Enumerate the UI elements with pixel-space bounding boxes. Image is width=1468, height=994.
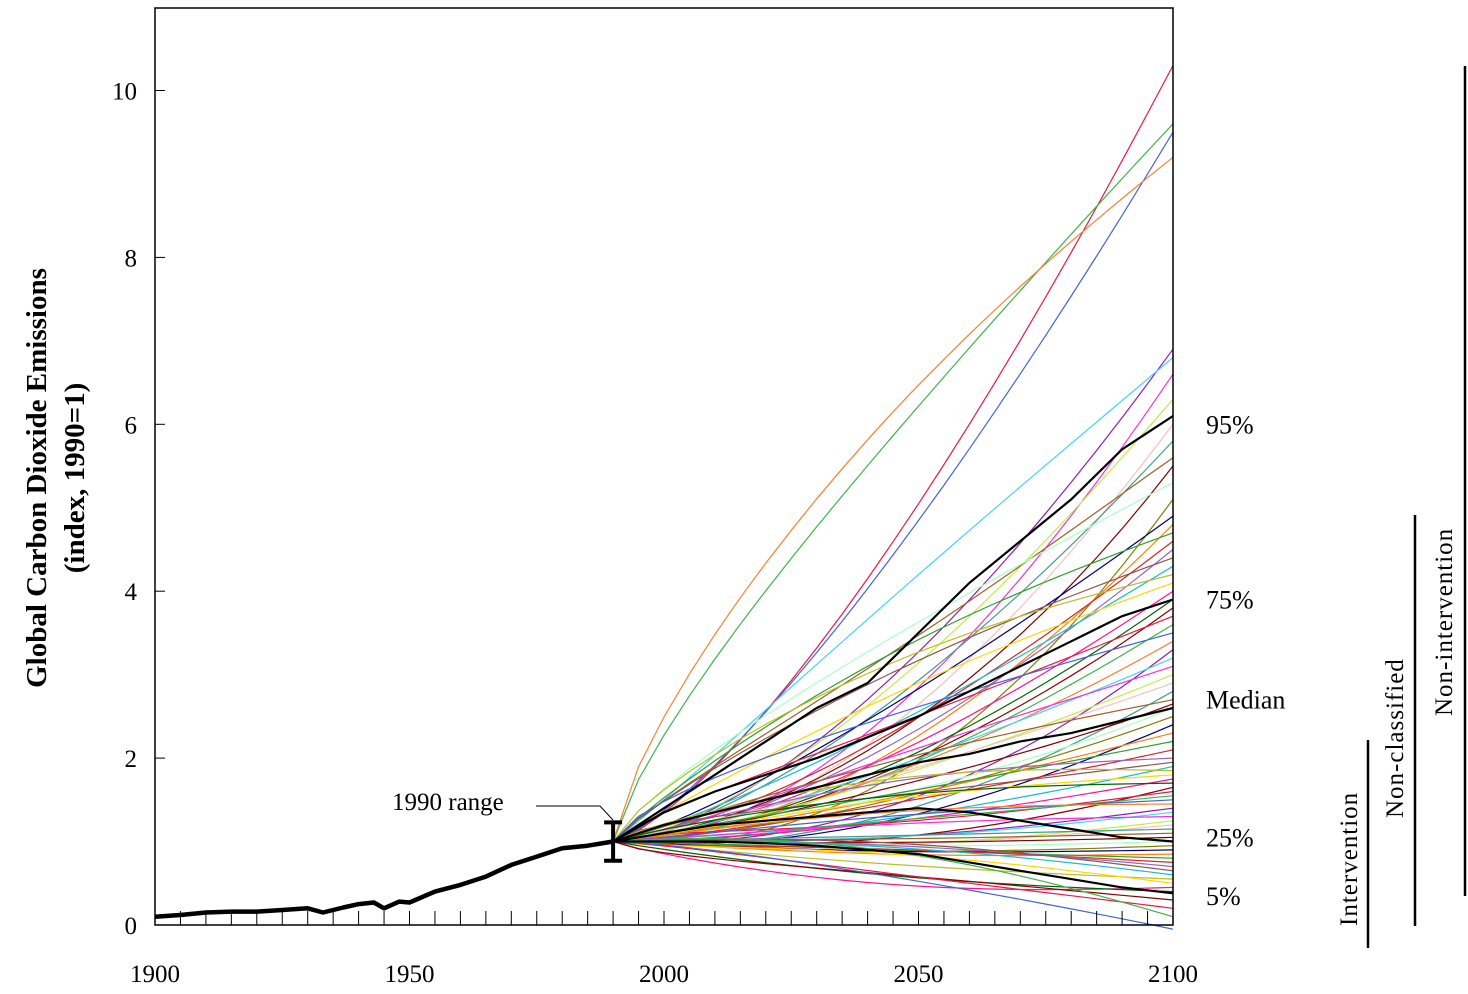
- scenario-line: [612, 457, 1174, 842]
- percentile-curve: [612, 807, 1174, 843]
- scenario-line: [612, 757, 1174, 843]
- scenario-line: [612, 532, 1174, 842]
- y-tick-label: 2: [125, 746, 138, 773]
- scenario-line: [612, 123, 1174, 842]
- annotation-1990-range: 1990 range: [392, 789, 504, 816]
- percentile-curve: [612, 598, 1174, 843]
- y-axis-label-line2: (index, 1990=1): [59, 383, 91, 574]
- percentile-curve: [612, 706, 1174, 843]
- scenario-line: [613, 540, 1174, 843]
- scenario-line: [613, 803, 1174, 843]
- x-tick-label: 1950: [385, 961, 435, 988]
- scenario-line: [612, 482, 1174, 842]
- percentile-label: 95%: [1206, 410, 1254, 439]
- tick-labels: 1900 1950 2000 2050 2100 0 2 4 6 8 10: [112, 79, 1198, 989]
- percentile-label: 75%: [1206, 586, 1254, 615]
- percentile-curve: [612, 415, 1174, 843]
- scenario-line: [612, 65, 1174, 843]
- scenario-line: [613, 465, 1174, 843]
- y-tick-label: 6: [125, 412, 138, 439]
- y-tick-label: 10: [112, 79, 137, 106]
- scenario-line: [612, 357, 1174, 842]
- scenario-lines: [612, 65, 1174, 930]
- percentile-curve: [613, 840, 1174, 895]
- percentile-labels: 95% 75% Median 25% 5%: [1206, 410, 1285, 910]
- scenario-line: [613, 824, 1174, 847]
- y-tick-label: 0: [125, 913, 138, 940]
- axes: [154, 7, 1174, 926]
- scenario-line: [612, 768, 1174, 843]
- scenario-line: [612, 840, 1174, 901]
- scenario-line: [613, 840, 1174, 863]
- historical-line: [154, 839, 614, 919]
- category-label-intervention: Intervention: [1336, 792, 1363, 926]
- scenario-line: [612, 515, 1174, 843]
- scenario-line: [613, 840, 1174, 884]
- y-axis-label-line1: Global Carbon Dioxide Emissions: [21, 268, 53, 688]
- percentile-label: Median: [1206, 686, 1285, 715]
- x-tick-label: 2100: [1148, 961, 1198, 988]
- scenario-line: [612, 790, 1174, 843]
- scenario-line: [612, 582, 1174, 843]
- scenario-line: [612, 557, 1174, 842]
- x-tick-label: 2050: [894, 961, 944, 988]
- scenario-line: [613, 640, 1174, 843]
- annotation-leader-line: [536, 805, 614, 821]
- scenario-line: [612, 156, 1174, 842]
- scenario-line: [612, 565, 1174, 843]
- scenario-line: [613, 774, 1174, 843]
- scenario-line: [613, 499, 1174, 844]
- scenario-line: [613, 815, 1174, 843]
- scenario-line: [612, 573, 1174, 842]
- scenario-line: [612, 782, 1174, 843]
- scenario-line: [612, 840, 1174, 891]
- percentile-curves: [612, 415, 1174, 895]
- x-tick-label: 2000: [639, 961, 689, 988]
- scenario-line: [613, 840, 1174, 909]
- percentile-label: 5%: [1206, 882, 1241, 911]
- scenario-line: [613, 840, 1174, 893]
- scenario-line: [613, 840, 1174, 930]
- scenario-line: [613, 838, 1174, 872]
- category-label-non-intervention: Non-intervention: [1431, 528, 1458, 716]
- percentile-label: 25%: [1206, 823, 1254, 852]
- y-tick-label: 4: [125, 579, 138, 606]
- scenario-line: [612, 398, 1174, 843]
- category-label-non-classified: Non-classified: [1382, 658, 1409, 818]
- historical-series: [154, 820, 623, 919]
- y-tick-label: 8: [125, 245, 138, 272]
- x-tick-label: 1900: [130, 961, 180, 988]
